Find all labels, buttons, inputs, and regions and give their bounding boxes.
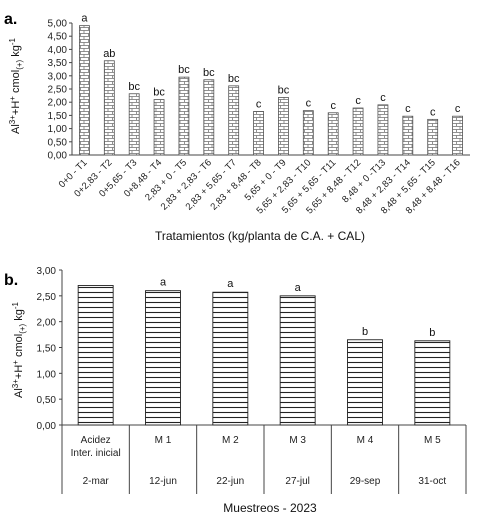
panel-b-date-label: 2-mar xyxy=(83,476,110,487)
panel-a-significance-letter: c xyxy=(256,98,262,110)
panel-b-significance-letter: a xyxy=(295,282,302,294)
panel-a-significance-letter: c xyxy=(455,103,461,115)
panel-a-significance-letter: a xyxy=(81,13,88,25)
panel-a-significance-letter: bc xyxy=(278,84,290,96)
panel-a-bar xyxy=(203,79,215,156)
panel-b-date-label: 22-jun xyxy=(216,476,244,487)
panel-b-plot: 0,00 0,50 1,00 1,50 2,00 2,50 3,00 Acidez Inter.… xyxy=(37,266,467,494)
panel-b-significance-letter: a xyxy=(227,278,234,290)
panel-b-bar xyxy=(212,291,249,426)
panel-b-date-label: 29-sep xyxy=(350,476,381,487)
panel-a-bar xyxy=(153,99,165,156)
panel-b-date-label: 31-oct xyxy=(418,476,446,487)
panel-b-date-label: 27-jul xyxy=(285,476,309,487)
panel-a-bar xyxy=(79,25,90,156)
panel-a-significance-letter: bc xyxy=(128,81,140,93)
panel-a-significance-letter: c xyxy=(330,100,336,112)
panel-b-category-label: M 1 xyxy=(155,435,172,446)
panel-b-category-label: Acidez xyxy=(81,435,111,446)
panel-b-significance-letter: b xyxy=(362,326,368,338)
panel-a-significance-letter: c xyxy=(355,95,361,107)
panel-b-significance-letter: a xyxy=(160,277,167,289)
panel-b-bar xyxy=(77,285,114,426)
panel-a-bar xyxy=(253,111,264,156)
panel-a-bar xyxy=(178,76,190,156)
panel-a-plot: 0,00 0,50 1,00 1,50 2,00 2,50 3,00 3,50 4,00 4,50… xyxy=(48,13,470,216)
panel-a-bar xyxy=(302,110,314,156)
panel-a-bar xyxy=(352,107,364,156)
panel-a-y-tick-label: 1,00 xyxy=(48,124,68,135)
panel-b-bar xyxy=(347,339,383,426)
panel-a-significance-letter: c xyxy=(380,92,386,104)
panel-a-bar xyxy=(452,115,463,156)
panel-a-y-tick-label: 0,50 xyxy=(48,137,68,148)
panel-a-significance-letter: c xyxy=(306,98,312,110)
panel-a-bar xyxy=(228,85,240,156)
panel-b-ylabel: Al3++H+ cmol(+) kg-1 xyxy=(11,301,27,398)
panel-a-significance-letter: c xyxy=(430,106,436,118)
panel-b-bar xyxy=(414,340,451,426)
panel-a-significance-letter: bc xyxy=(153,87,165,99)
panel-b-y-tick-label: 0,50 xyxy=(37,395,57,406)
panel-b-y-tick-label: 1,50 xyxy=(37,344,57,355)
panel-a-significance-letter: bc xyxy=(178,64,190,76)
panel-a-significance-letter: bc xyxy=(228,73,240,85)
panel-a-bar xyxy=(128,93,140,156)
panel-a-bar xyxy=(327,112,339,156)
panel-a-y-tick-label: 4,00 xyxy=(48,45,68,56)
panel-a-bar xyxy=(103,60,115,156)
panel-a-y-tick-label: 3,50 xyxy=(48,58,68,69)
panel-b-y-tick-label: 1,00 xyxy=(37,369,57,380)
panel-a-significance-letter: bc xyxy=(203,67,215,79)
panel-a-y-tick-label: 2,00 xyxy=(48,98,68,109)
panel-b-bar xyxy=(145,290,181,426)
panel-a-bar xyxy=(427,118,439,156)
panel-b-y-tick-label: 0,00 xyxy=(37,421,57,432)
panel-b-category-label: M 4 xyxy=(357,435,374,446)
panel-b-y-tick-label: 2,00 xyxy=(37,318,57,329)
panel-a-bar xyxy=(402,115,414,156)
panel-b-category-label: M 3 xyxy=(289,435,306,446)
panel-a-y-tick-label: 0,00 xyxy=(48,151,68,162)
panel-a-ylabel: Al3++H+ cmol(+) kg-1 xyxy=(8,37,24,134)
panel-b-category-label: Inter. inicial xyxy=(71,448,121,459)
panel-a-significance-letter: ab xyxy=(103,48,115,60)
panel-a-y-tick-label: 3,00 xyxy=(48,71,68,82)
panel-b-y-tick-label: 2,50 xyxy=(37,292,57,303)
panel-b-bar xyxy=(279,295,316,426)
panel-b-category-label: M 2 xyxy=(222,435,239,446)
panel-b-category-label: M 5 xyxy=(424,435,441,446)
panel-a-y-tick-label: 4,50 xyxy=(48,32,68,43)
panel-a-y-tick-label: 5,00 xyxy=(48,19,68,30)
panel-b-significance-letter: b xyxy=(429,327,435,339)
panel-a-label: a. xyxy=(4,11,17,28)
panel-b-xlabel: Muestreos - 2023 xyxy=(223,501,317,515)
panel-a-xlabel: Tratamientos (kg/planta de C.A. + CAL) xyxy=(155,229,365,243)
panel-a-significance-letter: c xyxy=(405,103,411,115)
panel-a-y-tick-label: 1,50 xyxy=(48,111,68,122)
panel-b-date-label: 12-jun xyxy=(149,476,177,487)
panel-a-bar xyxy=(278,97,289,156)
panel-b-y-tick-label: 3,00 xyxy=(37,266,57,277)
panel-a-bar xyxy=(377,104,389,156)
panel-b-label: b. xyxy=(4,272,18,289)
panel-a-y-tick-label: 2,50 xyxy=(48,85,68,96)
